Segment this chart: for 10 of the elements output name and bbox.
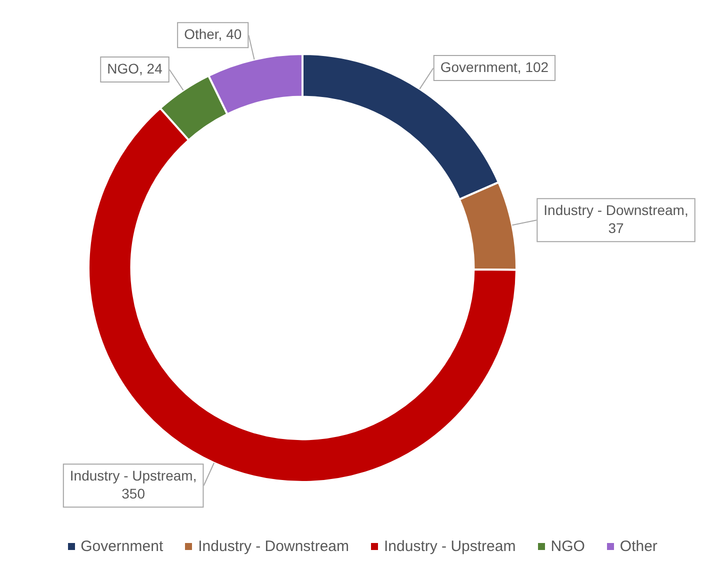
data-label: Industry - Upstream, 350 [70, 467, 197, 502]
legend-label: Other [620, 538, 658, 555]
legend-label: NGO [550, 538, 585, 555]
data-label: Other, 40 [184, 26, 242, 42]
legend-label: Government [80, 538, 164, 555]
legend-label: Industry - Upstream [384, 538, 516, 555]
data-label: Industry - Downstream, 37 [544, 202, 688, 236]
data-label: NGO, 24 [107, 60, 163, 76]
legend-label: Industry - Downstream [198, 538, 350, 555]
data-label: Government, 102 [440, 58, 549, 75]
